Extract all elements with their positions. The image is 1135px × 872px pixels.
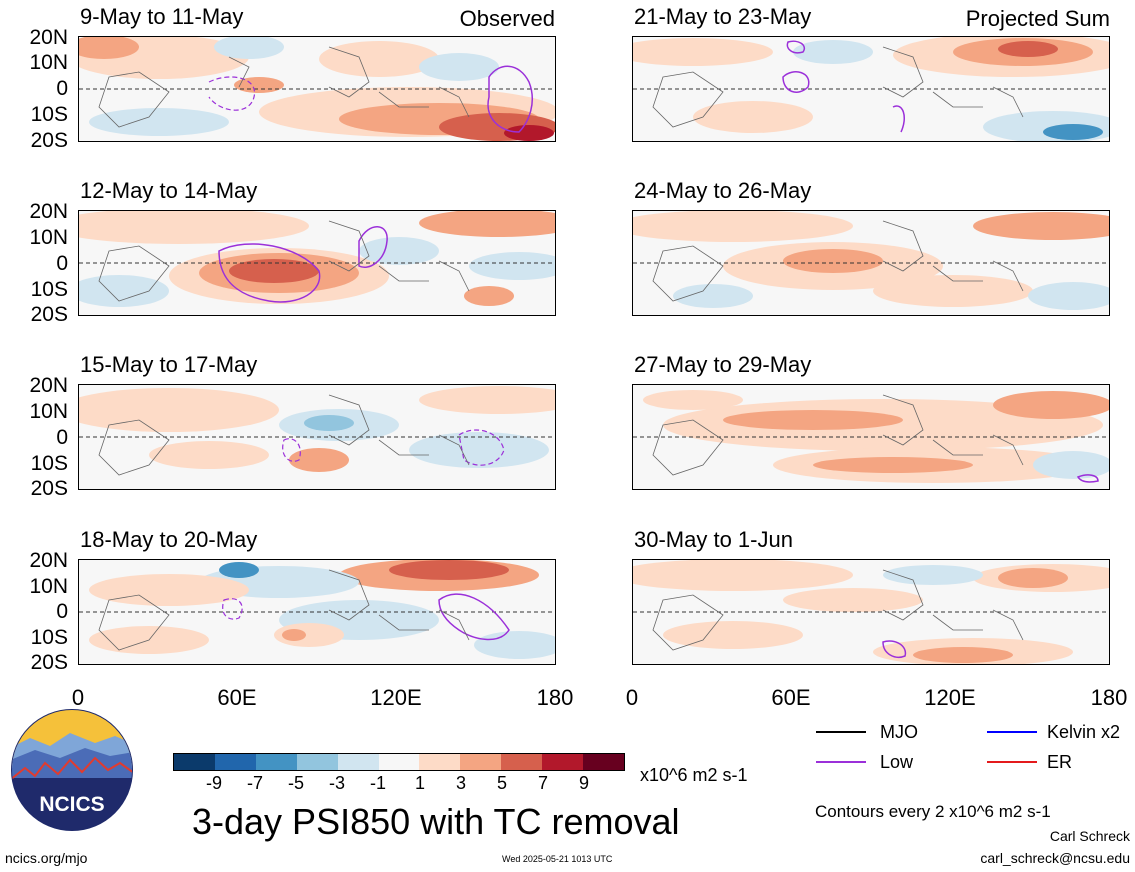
lat-label: 20N: [29, 374, 68, 397]
colorbar-tick: 1: [414, 773, 425, 793]
legend-label-mjo: MJO: [880, 722, 918, 742]
map-panel-2: [78, 210, 556, 316]
colorbar-swatch: [337, 754, 379, 770]
legend-label-low: Low: [880, 752, 914, 772]
lat-label: 10N: [29, 575, 68, 598]
panel-label-projected: Projected Sum: [965, 6, 1110, 31]
lon-label: 60E: [217, 685, 257, 710]
lon-label: 180: [1090, 685, 1128, 710]
colorbar-tick: -3: [328, 773, 345, 793]
panel-label-observed: Observed: [459, 6, 555, 31]
lat-label: 20S: [30, 303, 68, 326]
map-panel-1: [78, 36, 556, 142]
lat-label: 10S: [30, 452, 68, 475]
legend-label-er: ER: [1047, 752, 1073, 772]
lat-label: 20N: [29, 200, 68, 223]
lat-label: 10N: [29, 226, 68, 249]
lat-label: 20S: [30, 651, 68, 674]
colorbar-tick: -1: [369, 773, 386, 793]
ncics-logo: NCICS: [10, 708, 134, 832]
colorbar-swatch: [255, 754, 297, 770]
map-panel-5: [632, 36, 1110, 142]
colorbar-swatch: [174, 754, 215, 770]
colorbar-tick: -5: [287, 773, 304, 793]
legend-label-kelvin: Kelvin x2: [1047, 722, 1121, 742]
colorbar-swatch: [542, 754, 584, 770]
map-panel-4: [78, 559, 556, 665]
colorbar-swatch: [583, 754, 624, 770]
colorbar-tick: 5: [496, 773, 507, 793]
lat-label: 20S: [30, 129, 68, 152]
panel-title-2: 12-May to 14-May: [80, 178, 258, 203]
map-panel-6: [632, 210, 1110, 316]
lat-label: 20N: [29, 549, 68, 572]
legend-line-kelvin: [987, 731, 1037, 733]
footer-url: ncics.org/mjo: [5, 850, 88, 866]
panel-title-4: 18-May to 20-May: [80, 527, 258, 552]
colorbar-tick: 9: [578, 773, 589, 793]
lat-label: 0: [56, 600, 68, 623]
panel-title-8: 30-May to 1-Jun: [634, 527, 793, 552]
panel-title-1: 9-May to 11-May: [80, 4, 244, 29]
colorbar-swatch: [214, 754, 256, 770]
colorbar-tick: 3: [455, 773, 466, 793]
footer-email: carl_schreck@ncsu.edu: [980, 850, 1130, 866]
lat-label: 10S: [30, 103, 68, 126]
lat-label: 0: [56, 252, 68, 275]
footer-timestamp: Wed 2025-05-21 1013 UTC: [502, 854, 613, 864]
lat-label: 10N: [29, 400, 68, 423]
lon-label: 60E: [771, 685, 811, 710]
lat-label: 10S: [30, 626, 68, 649]
colorbar-swatch: [501, 754, 543, 770]
map-panel-8: [632, 559, 1110, 665]
contours-note: Contours every 2 x10^6 m2 s-1: [815, 802, 1051, 821]
map-panel-3: [78, 384, 556, 490]
lat-label: 10S: [30, 278, 68, 301]
panel-title-6: 24-May to 26-May: [634, 178, 812, 203]
colorbar-tick: 7: [537, 773, 548, 793]
colorbar-swatch: [419, 754, 461, 770]
legend-line-er: [987, 761, 1037, 763]
lon-label: 180: [536, 685, 574, 710]
lon-label: 120E: [924, 685, 976, 710]
colorbar-tick: -7: [246, 773, 263, 793]
logo-text: NCICS: [39, 793, 104, 816]
lat-label: 0: [56, 426, 68, 449]
colorbar: [173, 753, 625, 771]
lon-label: 120E: [370, 685, 422, 710]
legend-line-low: [816, 761, 866, 763]
lat-label: 20S: [30, 477, 68, 500]
lat-label: 0: [56, 77, 68, 100]
colorbar-swatch: [378, 754, 420, 770]
colorbar-tick: -9: [205, 773, 222, 793]
colorbar-units: x10^6 m2 s-1: [640, 765, 748, 785]
colorbar-swatch: [460, 754, 502, 770]
lon-label: 0: [71, 685, 85, 710]
colorbar-swatch: [296, 754, 338, 770]
lat-label: 20N: [29, 26, 68, 49]
panel-title-7: 27-May to 29-May: [634, 352, 812, 377]
lat-label: 10N: [29, 51, 68, 74]
footer-author: Carl Schreck: [1049, 828, 1130, 844]
lon-label: 0: [625, 685, 639, 710]
legend-line-mjo: [816, 731, 866, 733]
main-title: 3-day PSI850 with TC removal: [192, 801, 680, 842]
panel-title-5: 21-May to 23-May: [634, 4, 812, 29]
map-panel-7: [632, 384, 1110, 490]
panel-title-3: 15-May to 17-May: [80, 352, 258, 377]
